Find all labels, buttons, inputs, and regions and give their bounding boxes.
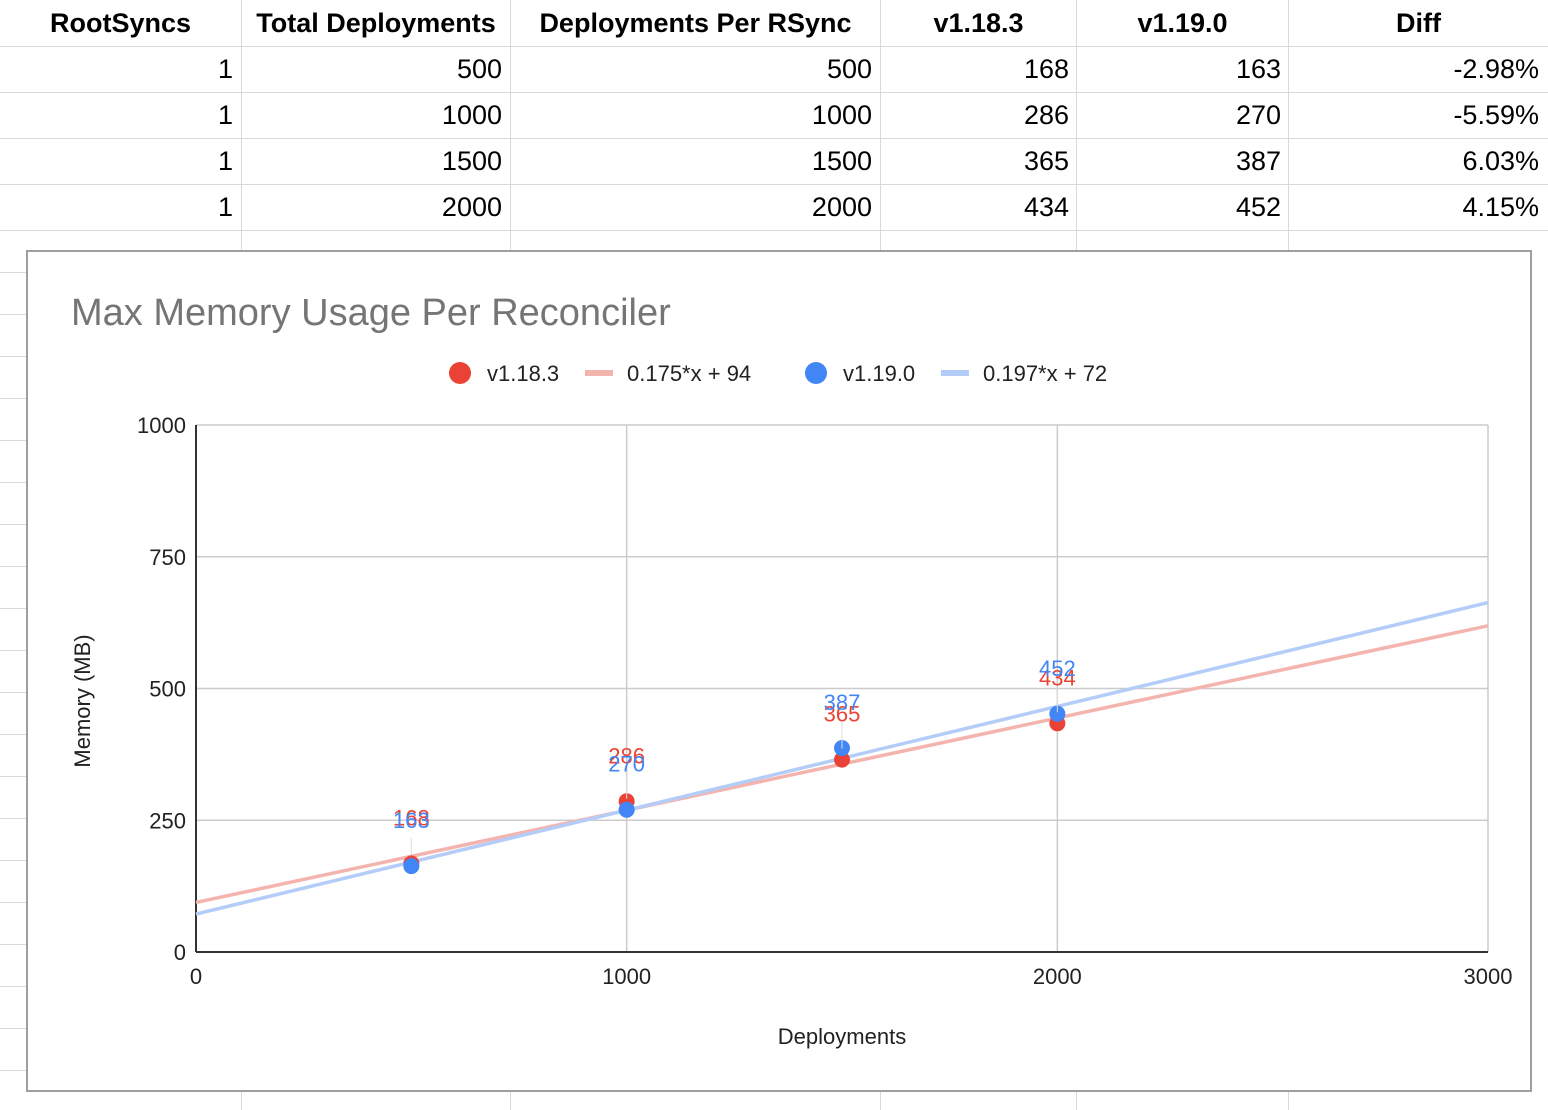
legend[interactable]: v1.18.3 0.175*x + 94 v1.19.0 0.197*x + 72 xyxy=(449,361,1107,386)
legend-label: v1.18.3 xyxy=(487,361,559,386)
table-cell[interactable]: 2000 xyxy=(441,192,502,222)
row-divider xyxy=(0,92,1548,93)
x-tick-label: 2000 xyxy=(1033,964,1082,989)
table-cell[interactable]: 4.15% xyxy=(1462,192,1539,222)
row-divider xyxy=(0,230,1548,231)
x-axis-label: Deployments xyxy=(778,1024,906,1049)
gridlines xyxy=(196,424,1489,952)
x-tick-label: 3000 xyxy=(1464,964,1513,989)
data-label: 270 xyxy=(608,752,645,777)
row-divider xyxy=(0,860,30,861)
table-cell[interactable]: -5.59% xyxy=(1453,100,1539,130)
y-tick-label: 750 xyxy=(149,545,186,570)
table-cell[interactable]: 286 xyxy=(1023,100,1069,130)
header-deployments-per-rsync[interactable]: Deployments Per RSync xyxy=(539,8,852,38)
row-divider xyxy=(0,944,30,945)
data-label: 387 xyxy=(824,690,861,715)
row-divider xyxy=(0,272,30,273)
header-v1190[interactable]: v1.19.0 xyxy=(1137,8,1228,38)
table-cell[interactable]: 387 xyxy=(1235,146,1281,176)
x-tick-label: 1000 xyxy=(602,964,651,989)
table-cell[interactable]: 1500 xyxy=(441,146,502,176)
table-cell[interactable]: 6.03% xyxy=(1462,146,1539,176)
y-tick-label: 500 xyxy=(149,677,186,702)
row-divider xyxy=(0,818,30,819)
table-cell[interactable]: 434 xyxy=(1023,192,1069,222)
y-tick-label: 250 xyxy=(149,808,186,833)
legend-marker xyxy=(449,362,471,384)
data-label: 168 xyxy=(393,805,430,830)
row-divider xyxy=(0,1028,30,1029)
header-v1183[interactable]: v1.18.3 xyxy=(933,8,1024,38)
row-divider xyxy=(0,398,30,399)
table-cell[interactable]: 168 xyxy=(1023,54,1069,84)
row-divider xyxy=(0,184,1548,185)
legend-label: v1.19.0 xyxy=(843,361,915,386)
table-cell[interactable]: 2000 xyxy=(811,192,872,222)
header-diff[interactable]: Diff xyxy=(1396,8,1441,38)
data-point xyxy=(618,801,635,818)
header-total-deployments[interactable]: Total Deployments xyxy=(256,8,496,38)
table-cell[interactable]: 1000 xyxy=(441,100,502,130)
y-axis-label: Memory (MB) xyxy=(70,634,95,767)
row-divider xyxy=(0,524,30,525)
table-cell[interactable]: 1 xyxy=(217,54,233,84)
row-divider xyxy=(0,138,1548,139)
data-point xyxy=(834,751,850,768)
data-label: 434 xyxy=(1039,665,1076,690)
header-rootsyncs[interactable]: RootSyncs xyxy=(49,8,192,38)
data-label: 452 xyxy=(1039,656,1076,681)
table-cell[interactable]: 1000 xyxy=(811,100,872,130)
row-divider xyxy=(0,46,1548,47)
legend-marker xyxy=(805,362,827,384)
row-divider xyxy=(0,650,30,651)
row-divider xyxy=(0,1070,30,1071)
row-divider xyxy=(0,734,30,735)
row-divider xyxy=(0,986,30,987)
tick-labels: 0 250 500 750 1000 0 1000 2000 3000 xyxy=(137,413,1512,989)
chart-title: Max Memory Usage Per Reconciler xyxy=(71,292,671,334)
table-cell[interactable]: 1 xyxy=(217,192,233,222)
axes xyxy=(195,425,1488,953)
legend-label: 0.197*x + 72 xyxy=(983,361,1107,386)
chart-card[interactable]: Max Memory Usage Per Reconciler Deployme… xyxy=(26,250,1532,1092)
table-cell[interactable]: 1 xyxy=(217,100,233,130)
row-divider xyxy=(0,314,30,315)
legend-label: 0.175*x + 94 xyxy=(627,361,751,386)
table-cell[interactable]: 1 xyxy=(217,146,233,176)
data-label: 163 xyxy=(393,808,430,833)
y-tick-label: 1000 xyxy=(137,413,186,438)
y-tick-label: 0 xyxy=(174,940,186,965)
row-divider xyxy=(0,440,30,441)
row-divider xyxy=(0,356,30,357)
table-cell[interactable]: -2.98% xyxy=(1453,54,1539,84)
table-cell[interactable]: 1500 xyxy=(811,146,872,176)
data-point xyxy=(1049,705,1066,722)
row-divider xyxy=(0,566,30,567)
row-divider xyxy=(0,482,30,483)
row-divider xyxy=(0,776,30,777)
row-divider xyxy=(0,608,30,609)
table-cell[interactable]: 365 xyxy=(1023,146,1069,176)
table-cell[interactable]: 270 xyxy=(1235,100,1281,130)
x-tick-label: 0 xyxy=(190,964,202,989)
table-cell[interactable]: 163 xyxy=(1235,54,1281,84)
table-cell[interactable]: 452 xyxy=(1235,192,1281,222)
data-label: 286 xyxy=(608,743,645,768)
row-divider xyxy=(0,692,30,693)
row-divider xyxy=(0,902,30,903)
data-points xyxy=(403,705,1066,875)
data-point xyxy=(403,858,420,875)
scatter-chart: Max Memory Usage Per Reconciler Deployme… xyxy=(70,292,1512,1049)
table-cell[interactable]: 500 xyxy=(826,54,872,84)
table-cell[interactable]: 500 xyxy=(456,54,502,84)
